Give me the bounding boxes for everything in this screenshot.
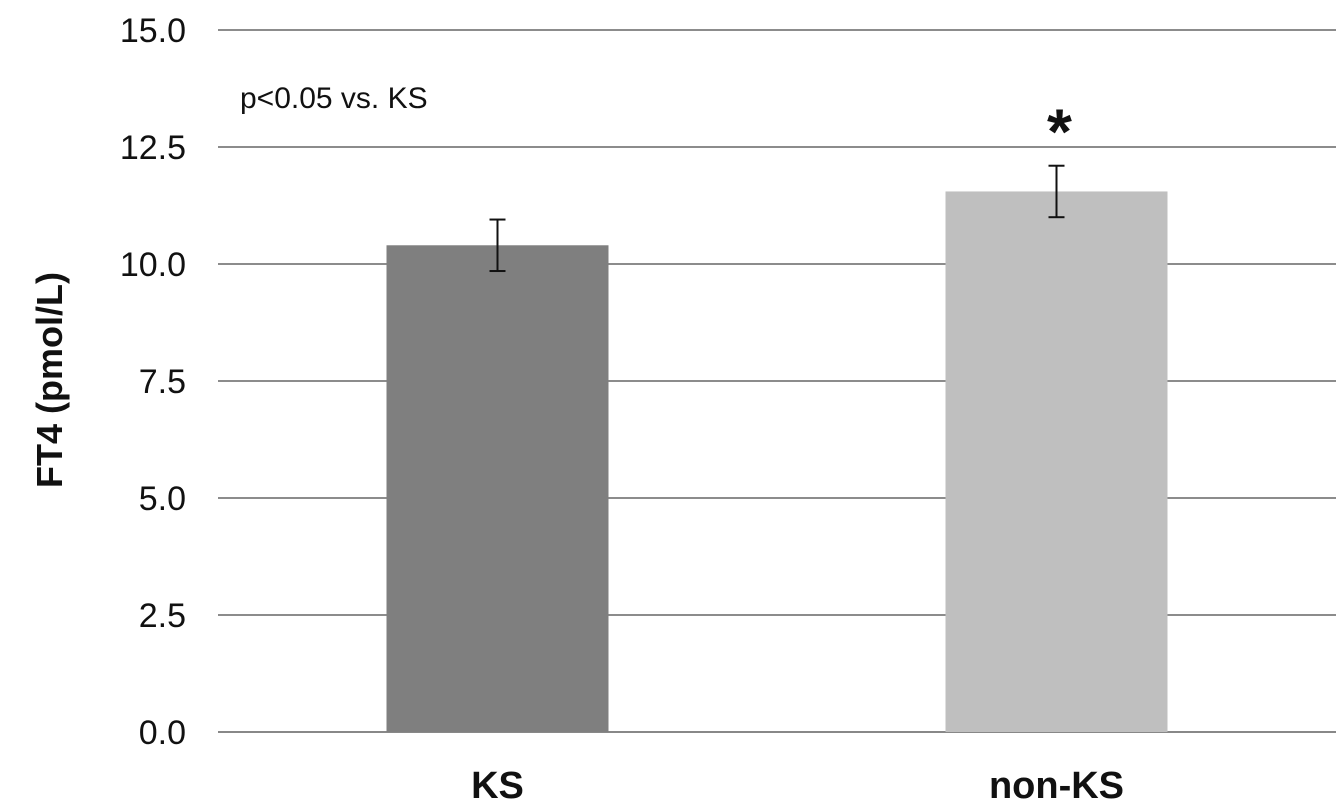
y-tick-label: 7.5 <box>139 363 186 401</box>
bar <box>945 191 1168 732</box>
y-tick-label: 10.0 <box>120 246 186 284</box>
y-axis-ticks: 0.0 2.5 5.0 7.5 10.0 12.5 15.0 <box>120 12 186 752</box>
y-tick-label: 12.5 <box>120 129 186 167</box>
y-axis-label: FT4 (pmol/L) <box>29 272 70 488</box>
y-tick-label: 0.0 <box>139 714 186 752</box>
gridlines <box>218 29 1336 733</box>
x-category-label: KS <box>471 765 524 807</box>
x-category-label: non-KS <box>989 765 1124 807</box>
significance-note: p<0.05 vs. KS <box>240 82 428 115</box>
significance-marker: * <box>1047 96 1072 168</box>
x-axis-categories: KS non-KS <box>471 765 1124 807</box>
y-tick-label: 5.0 <box>139 480 186 518</box>
bars: * <box>386 96 1168 732</box>
y-tick-label: 2.5 <box>139 597 186 635</box>
bar <box>386 245 609 732</box>
y-tick-label: 15.0 <box>120 12 186 50</box>
